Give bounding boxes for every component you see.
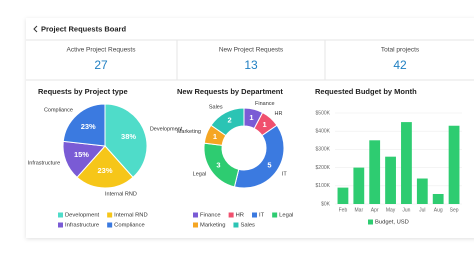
legend-swatch: [58, 222, 63, 228]
slice-label: 5: [267, 161, 271, 170]
kpi-label: Total projects: [381, 47, 420, 54]
kpi-value: 42: [393, 58, 407, 72]
kpi-label: Active Project Requests: [66, 47, 136, 54]
kpi-label: New Project Requests: [219, 47, 284, 54]
category-label: HR: [275, 111, 283, 117]
kpi-value: 27: [94, 58, 108, 72]
y-tick-label: $100K: [316, 183, 331, 189]
legend-label: Budget, USD: [375, 220, 409, 226]
chart-title: Requests by Project type: [38, 87, 128, 96]
legend-label: Marketing: [200, 223, 225, 229]
legend-label: Finance: [200, 213, 221, 219]
bar: [385, 156, 396, 204]
y-tick-label: $400K: [316, 129, 331, 135]
x-tick-label: Feb: [339, 207, 348, 213]
legend-swatch: [368, 219, 373, 225]
legend-label: Compliance: [114, 223, 145, 229]
category-label: Compliance: [44, 108, 73, 114]
y-tick-label: $300K: [316, 147, 331, 153]
legend-swatch: [233, 222, 239, 228]
kpi-value: 13: [244, 58, 258, 72]
x-tick-label: May: [386, 207, 396, 213]
slice: [62, 103, 106, 147]
slice-label: 1: [262, 120, 266, 129]
slice: [76, 145, 134, 189]
bar: [401, 122, 412, 204]
x-tick-label: Mar: [355, 207, 364, 213]
y-tick-label: $0K: [321, 201, 331, 207]
bar: [353, 167, 365, 204]
legend-label: Sales: [240, 223, 255, 229]
chart-title: New Requests by Department: [177, 87, 283, 96]
x-tick-label: Jul: [419, 207, 425, 213]
category-label: Legal: [193, 172, 206, 178]
legend-label: Development: [65, 213, 100, 219]
y-tick-label: $200K: [316, 165, 331, 171]
legend-swatch: [272, 212, 278, 218]
legend-swatch: [193, 212, 198, 218]
legend-label: Infrastructure: [65, 223, 99, 229]
slice: [104, 103, 148, 179]
category-label: Infrastructure: [28, 161, 60, 167]
category-label: Development: [150, 126, 183, 132]
slice: [210, 107, 245, 137]
legend-swatch: [58, 212, 63, 218]
legend-swatch: [228, 212, 234, 218]
bar: [432, 193, 444, 204]
bar: [448, 125, 460, 204]
category-label: IT: [282, 172, 288, 178]
chart-title: Requested Budget by Month: [315, 87, 417, 96]
slice-label: 15%: [74, 150, 89, 159]
slice-label: 1: [213, 132, 217, 141]
slice: [233, 124, 285, 189]
page-title: Project Requests Board: [41, 24, 126, 33]
legend-label: Internal RND: [114, 213, 148, 219]
legend-swatch: [107, 212, 113, 218]
bar: [369, 140, 381, 204]
bar: [337, 187, 349, 204]
category-label: Marketing: [177, 129, 201, 135]
x-tick-label: Sep: [450, 207, 459, 213]
legend-swatch: [252, 212, 257, 218]
legend-label: Legal: [279, 213, 293, 219]
legend-label: HR: [236, 213, 244, 219]
bar: [416, 178, 428, 204]
x-tick-label: Apr: [371, 207, 379, 213]
legend-label: IT: [259, 213, 265, 219]
legend-swatch: [193, 222, 198, 228]
y-tick-label: $500K: [316, 110, 331, 116]
x-tick-label: Aug: [434, 207, 443, 213]
slice-label: 3: [216, 161, 220, 170]
slice-label: 1: [249, 113, 253, 122]
category-label: Internal RND: [105, 191, 137, 197]
slice-label: 23%: [97, 166, 112, 175]
x-tick-label: Jun: [402, 207, 410, 213]
back-button[interactable]: [33, 25, 38, 33]
category-label: Sales: [209, 105, 223, 111]
slice-label: 2: [228, 116, 232, 125]
category-label: Finance: [255, 101, 275, 107]
legend-swatch: [107, 222, 113, 228]
slice-label: 23%: [81, 122, 96, 131]
slice-label: 38%: [121, 132, 136, 141]
